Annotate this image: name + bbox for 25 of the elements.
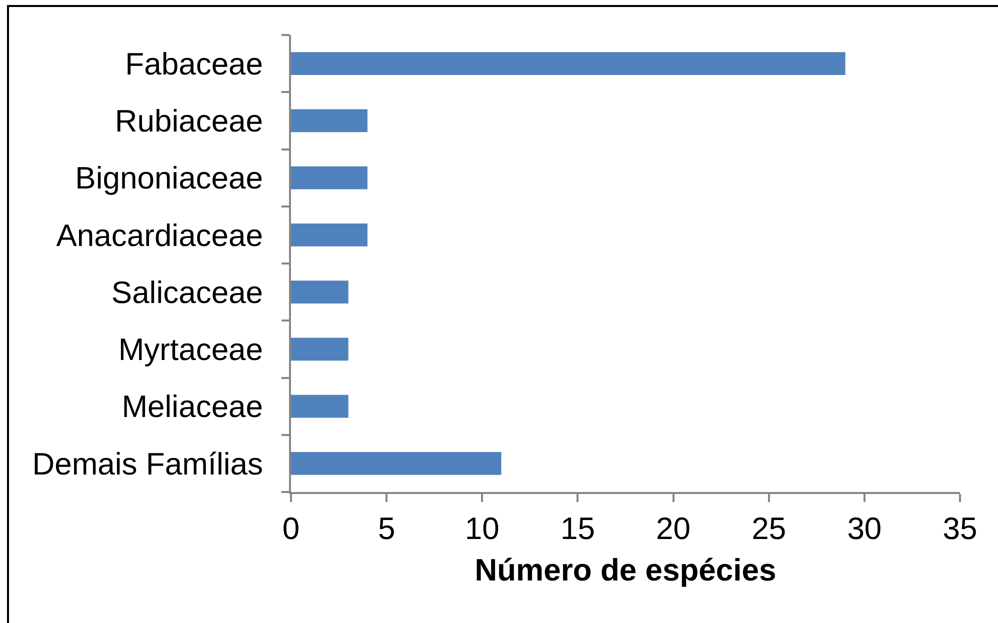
bar xyxy=(291,224,368,246)
x-tick-label: 30 xyxy=(847,510,882,546)
y-tick-label: Rubiaceae xyxy=(114,104,264,139)
bar xyxy=(291,109,368,132)
bar xyxy=(291,338,348,361)
bar xyxy=(291,280,348,304)
x-tick-label: 35 xyxy=(942,510,978,546)
bar xyxy=(291,394,348,418)
bar xyxy=(291,166,368,190)
x-tick-label: 15 xyxy=(560,510,595,546)
x-tick-label: 10 xyxy=(464,510,500,546)
x-tick-label: 25 xyxy=(752,510,786,546)
y-tick-label: Fabaceae xyxy=(125,46,264,82)
x-tick-label: 5 xyxy=(378,510,396,546)
x-axis-title: Número de espécies xyxy=(474,552,776,588)
y-tick-label: Myrtaceae xyxy=(118,332,264,368)
y-tick-label: Demais Famílias xyxy=(32,446,264,482)
x-tick-label: 20 xyxy=(656,510,691,546)
y-tick-label: Anacardiaceae xyxy=(56,218,264,253)
bar xyxy=(291,52,846,75)
x-tick-label: 0 xyxy=(282,510,300,546)
bar xyxy=(291,452,502,475)
y-tick-label: Meliaceae xyxy=(122,389,264,424)
y-tick-label: Bignoniaceae xyxy=(75,160,264,196)
y-tick-label: Salicaceae xyxy=(111,274,264,310)
